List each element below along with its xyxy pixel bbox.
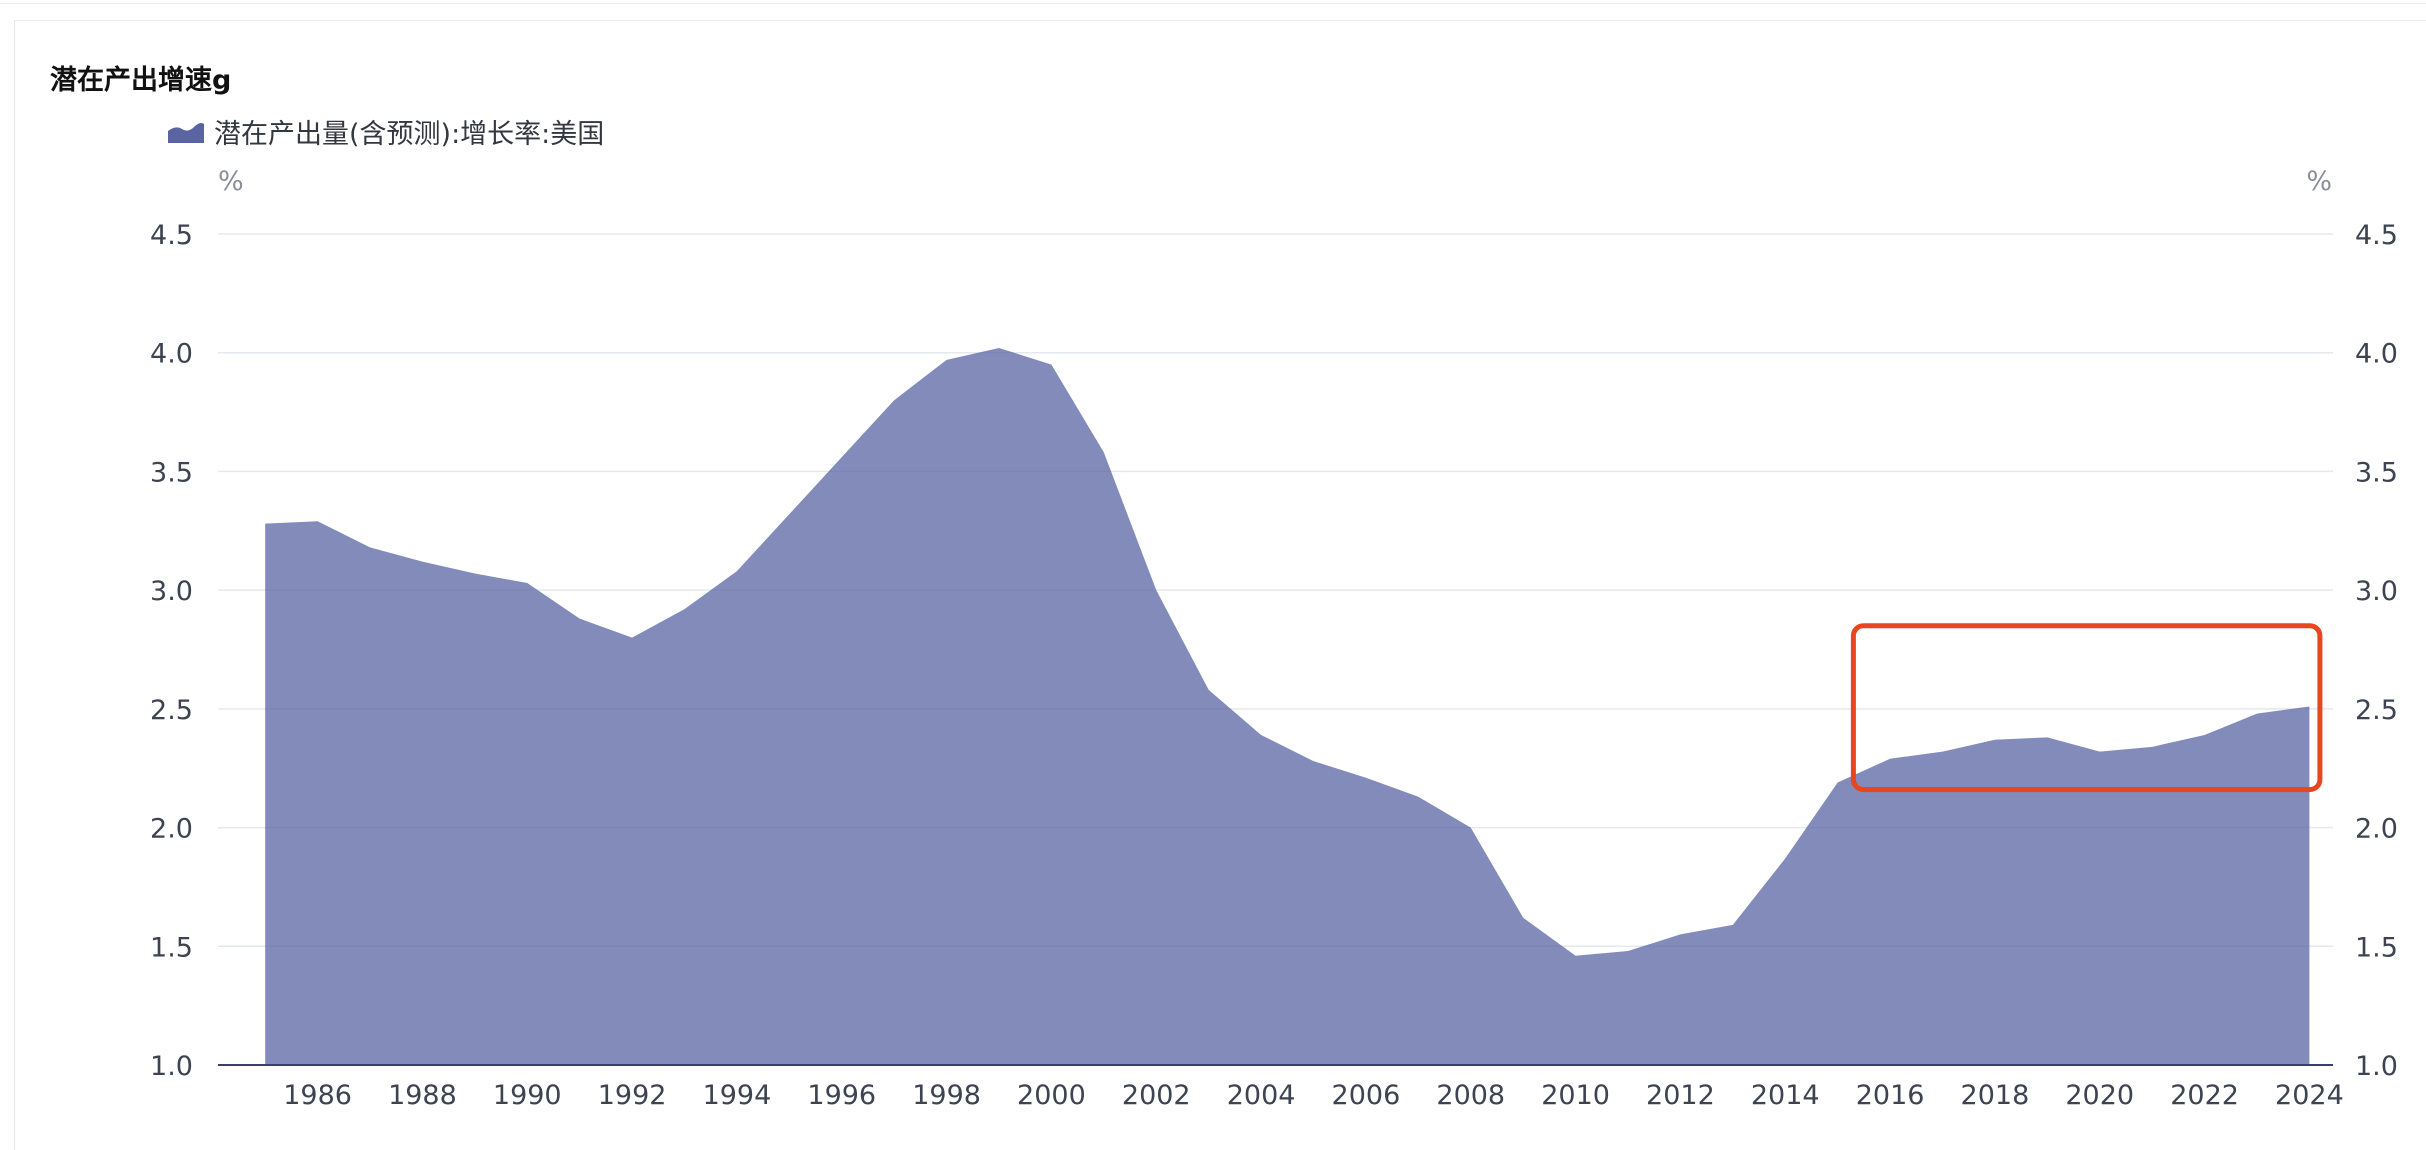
y-tick-label-left: 4.5: [150, 220, 193, 251]
x-tick-label: 1992: [598, 1080, 667, 1111]
legend-area-swatch-icon: [168, 122, 204, 143]
y-tick-label-left: 2.0: [150, 814, 193, 845]
x-tick-label: 2022: [2170, 1080, 2239, 1111]
legend[interactable]: 潜在产出量(含预测):增长率:美国: [168, 112, 604, 151]
x-tick-label: 2012: [1646, 1080, 1715, 1111]
x-tick-label: 2002: [1122, 1080, 1191, 1111]
y-unit-left: %: [218, 166, 244, 197]
y-tick-label-right: 2.5: [2355, 695, 2398, 726]
highlight-box: [1850, 623, 2323, 793]
x-tick-label: 1990: [493, 1080, 562, 1111]
x-tick-label: 2010: [1541, 1080, 1610, 1111]
x-tick-label: 2024: [2275, 1080, 2344, 1111]
y-tick-label-right: 4.5: [2355, 220, 2398, 251]
y-tick-label-right: 1.5: [2355, 932, 2398, 963]
x-tick-label: 2016: [1856, 1080, 1925, 1111]
series-area: [265, 347, 2310, 1066]
x-tick-label: 2008: [1436, 1080, 1505, 1111]
x-tick-label: 2014: [1751, 1080, 1820, 1111]
y-unit-right: %: [2306, 166, 2332, 197]
x-tick-label: 2018: [1961, 1080, 2030, 1111]
x-tick-label: 1998: [912, 1080, 981, 1111]
x-tick-label: 1988: [388, 1080, 457, 1111]
y-tick-label-left: 1.0: [150, 1051, 193, 1082]
y-tick-label-right: 1.0: [2355, 1051, 2398, 1082]
x-tick-label: 2000: [1017, 1080, 1086, 1111]
legend-label: 潜在产出量(含预测):增长率:美国: [214, 119, 605, 150]
y-tick-label-right: 3.0: [2355, 576, 2398, 607]
x-tick-label: 2020: [2065, 1080, 2134, 1111]
y-tick-label-right: 2.0: [2355, 814, 2398, 845]
y-tick-label-right: 3.5: [2355, 457, 2398, 488]
y-tick-label-left: 4.0: [150, 339, 193, 370]
y-tick-label-left: 3.0: [150, 576, 193, 607]
x-tick-label: 2004: [1227, 1080, 1296, 1111]
chart-title: 潜在产出增速g: [50, 65, 232, 96]
x-tick-label: 1996: [807, 1080, 876, 1111]
y-tick-label-left: 3.5: [150, 457, 193, 488]
y-tick-label-right: 4.0: [2355, 339, 2398, 370]
y-tick-label-left: 2.5: [150, 695, 193, 726]
top-divider: [0, 0, 2426, 4]
y-tick-label-left: 1.5: [150, 932, 193, 963]
x-tick-label: 2006: [1332, 1080, 1401, 1111]
x-tick-label: 1986: [283, 1080, 352, 1111]
x-tick-label: 1994: [703, 1080, 772, 1111]
